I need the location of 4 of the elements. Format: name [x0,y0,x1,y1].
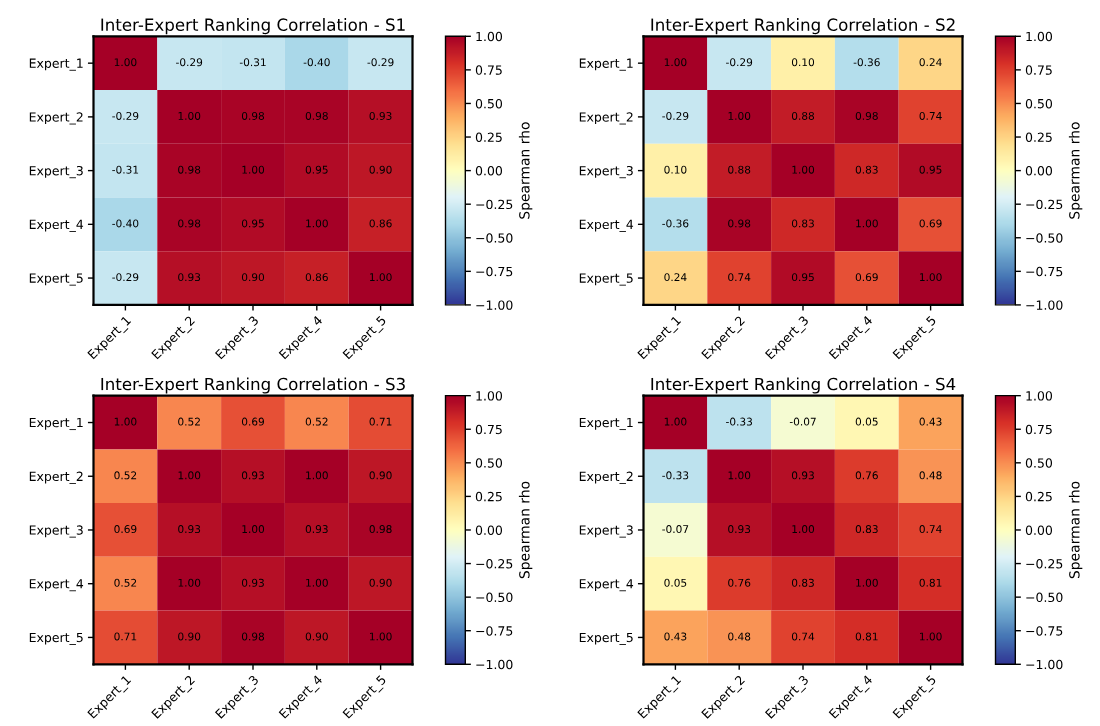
chart-title: Inter-Expert Ranking Correlation - S2 [651,18,955,35]
chart-title: Inter-Expert Ranking Correlation - S1 [101,18,405,35]
chart-title: Inter-Expert Ranking Correlation - S4 [651,377,956,394]
chart-title: Inter-Expert Ranking Correlation - S3 [101,377,405,394]
